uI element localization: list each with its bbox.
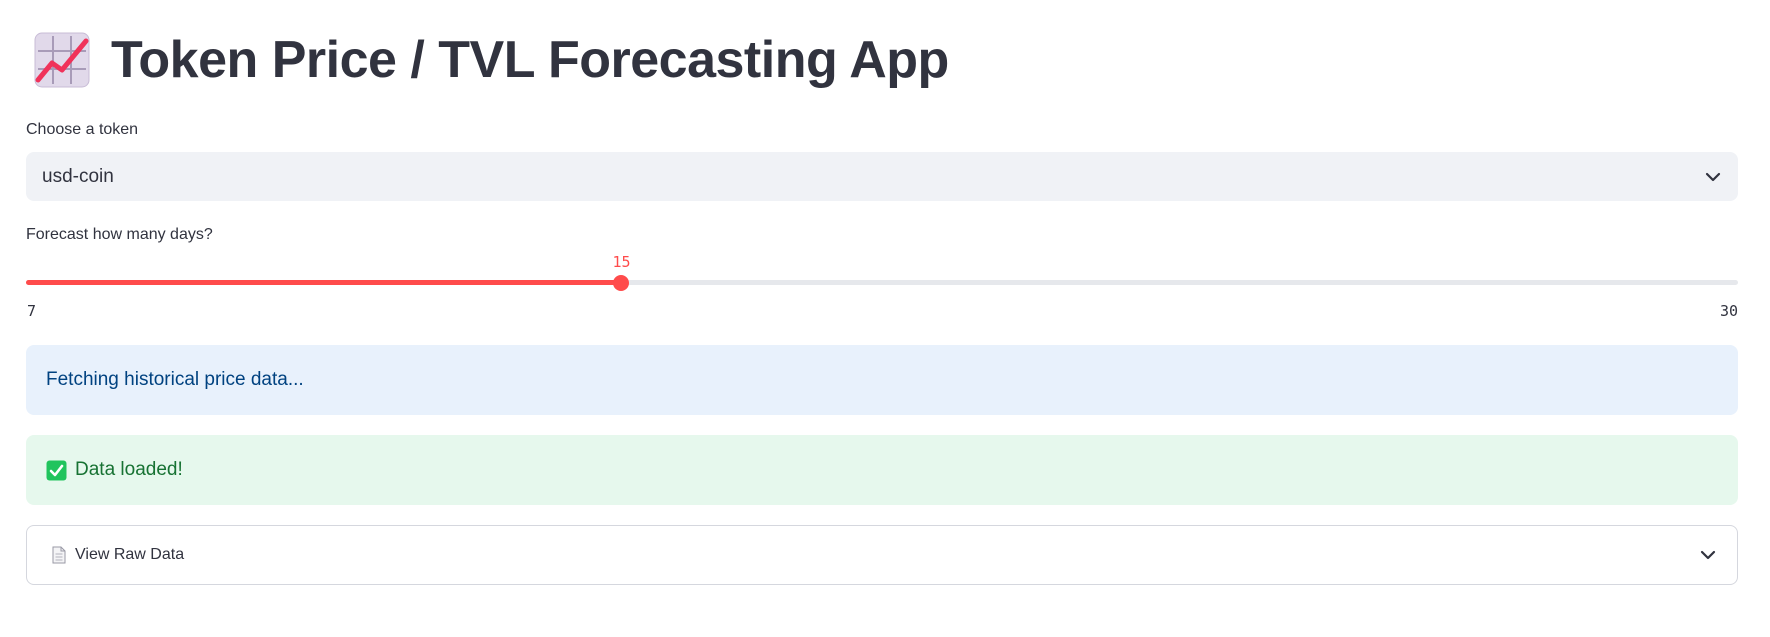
chevron-down-icon <box>1700 550 1716 560</box>
expander-label: View Raw Data <box>75 546 185 563</box>
chart-increasing-icon <box>34 32 90 88</box>
slider-max-label: 30 <box>1719 302 1738 320</box>
expander-header: View Raw Data <box>51 546 184 564</box>
slider-value: 15 <box>612 253 631 271</box>
slider-fill <box>26 280 622 285</box>
forecast-days-slider[interactable]: 15 7 30 <box>26 253 1738 320</box>
chevron-down-icon <box>1705 172 1721 181</box>
title-row: Token Price / TVL Forecasting App <box>34 30 949 90</box>
success-alert: Data loaded! <box>26 435 1738 505</box>
success-alert-text: Data loaded! <box>75 459 183 480</box>
info-alert-text: Fetching historical price data... <box>46 369 304 390</box>
slider-track[interactable] <box>26 280 1738 285</box>
page-title: Token Price / TVL Forecasting App <box>111 31 949 89</box>
token-select-value: usd-coin <box>42 165 114 187</box>
raw-data-expander[interactable]: View Raw Data <box>26 525 1738 585</box>
document-icon <box>52 546 66 564</box>
slider-min-label: 7 <box>27 302 37 320</box>
info-alert: Fetching historical price data... <box>26 345 1738 415</box>
check-box-icon <box>46 460 67 480</box>
token-select-label: Choose a token <box>26 121 139 138</box>
slider-thumb[interactable] <box>613 274 630 291</box>
token-select[interactable]: usd-coin <box>26 152 1738 201</box>
forecast-slider-label: Forecast how many days? <box>26 226 213 243</box>
